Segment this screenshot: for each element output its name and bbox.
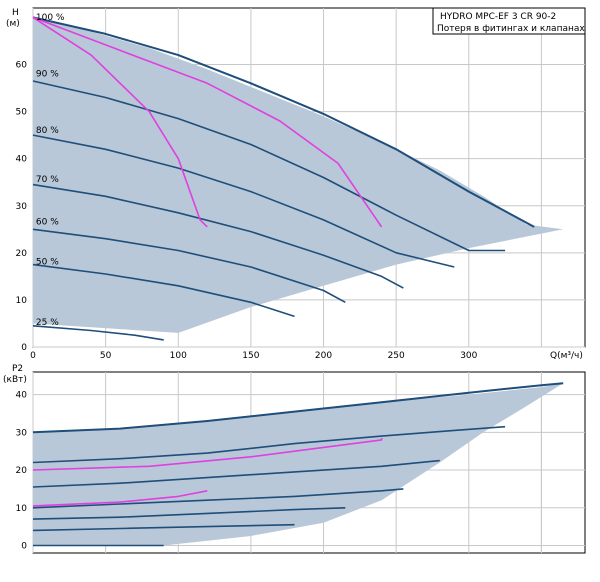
power-curves <box>32 382 564 547</box>
x-tick-label: 300 <box>460 351 477 361</box>
pump-curve-4 <box>32 228 346 304</box>
system-curve-7 <box>32 16 383 228</box>
y-tick-label: 30 <box>16 428 28 438</box>
legend-note: Потеря в фитингах и клапанах <box>437 24 585 34</box>
operating-area-fill <box>33 17 564 333</box>
pump-curve-6 <box>32 325 164 341</box>
x-tick-label: 0 <box>30 351 36 361</box>
head-chart: 0 10 20 30 40 50 60 0 50 100 150 200 250 300 100 % 90… <box>6 7 586 361</box>
pump-curve-5 <box>32 523 295 532</box>
y-tick-label: 20 <box>16 466 28 476</box>
legend-box: HYDRO MPC-EF 3 CR 90-2 Потеря в фитингах… <box>432 7 586 35</box>
x-tick-label: 250 <box>388 351 405 361</box>
y-tick-label: 0 <box>21 541 27 551</box>
y-tick-label: 60 <box>16 61 28 71</box>
speed-label: 70 % <box>36 175 59 185</box>
y-tick-label: 20 <box>16 249 28 259</box>
speed-label: 90 % <box>36 69 59 79</box>
head-axis-unit: (м) <box>6 19 20 29</box>
speed-label: 100 % <box>36 13 65 23</box>
speed-label: 80 % <box>36 126 59 136</box>
system-curve-8 <box>32 490 208 507</box>
legend-frame <box>432 7 586 35</box>
speed-label: 50 % <box>36 258 59 268</box>
y-tick-label: 30 <box>16 202 28 212</box>
pump-curve-3 <box>32 183 404 289</box>
pump-curve-2 <box>32 134 455 268</box>
power-chart: 0 10 20 30 40 P2 (кВт) <box>3 364 586 554</box>
speed-labels: 100 % 90 % 80 % 70 % 60 % 50 % 25 % <box>36 13 65 328</box>
head-x-ticks: 0 50 100 150 200 250 300 <box>30 351 478 361</box>
legend-model: HYDRO MPC-EF 3 CR 90-2 <box>440 12 556 22</box>
pump-curve-2 <box>32 459 440 488</box>
y-tick-label: 0 <box>21 343 27 353</box>
system-curve-8 <box>32 16 208 228</box>
power-axis-label: P2 <box>12 364 23 374</box>
head-y-ticks: 0 10 20 30 40 50 60 <box>16 61 28 354</box>
pump-curve-1 <box>32 80 506 252</box>
system-curve-7 <box>32 438 383 471</box>
head-operating-area <box>33 17 564 333</box>
pump-curve-4 <box>32 507 346 520</box>
speed-label: 25 % <box>36 318 59 328</box>
y-tick-label: 40 <box>16 155 28 165</box>
pump-curve-5 <box>32 263 295 318</box>
pump-curve-1 <box>32 425 506 464</box>
speed-label: 60 % <box>36 218 59 228</box>
y-tick-label: 50 <box>16 108 28 118</box>
head-curves <box>32 16 535 341</box>
x-tick-label: 150 <box>242 351 259 361</box>
y-tick-label: 10 <box>16 296 28 306</box>
pump-curve-3 <box>32 488 404 509</box>
flow-axis-label: Q(м³/ч) <box>550 351 583 361</box>
x-tick-label: 200 <box>315 351 332 361</box>
y-tick-label: 10 <box>16 504 28 514</box>
power-axis-unit: (кВт) <box>3 375 27 385</box>
y-tick-label: 40 <box>16 391 28 401</box>
x-tick-label: 50 <box>100 351 112 361</box>
power-operating-area <box>33 383 564 546</box>
operating-area-fill <box>33 383 564 546</box>
head-axis-label: H <box>12 8 19 18</box>
x-tick-label: 100 <box>170 351 187 361</box>
power-y-ticks: 0 10 20 30 40 <box>16 391 28 552</box>
pump-curve-0 <box>32 382 564 434</box>
pump-curve-0 <box>32 16 535 228</box>
